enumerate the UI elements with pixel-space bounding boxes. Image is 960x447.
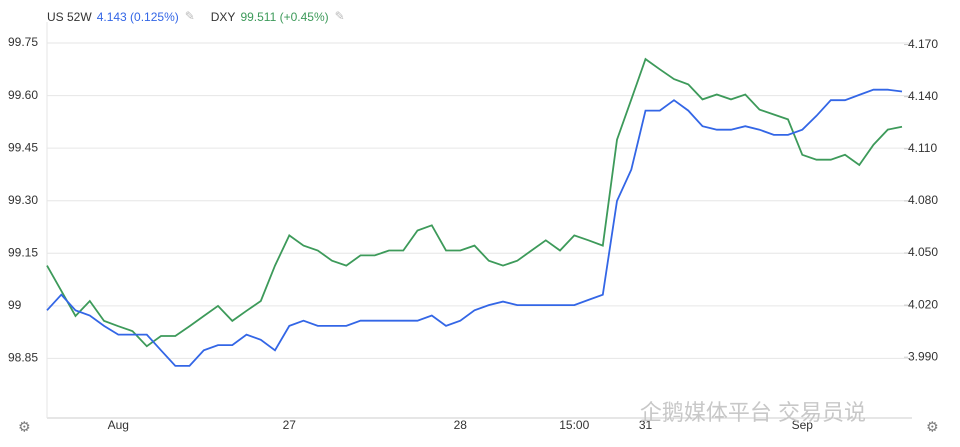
y-tick-label: 99.60	[8, 88, 38, 102]
x-tick-label: 28	[454, 418, 468, 432]
x-tick-label: 27	[283, 418, 297, 432]
y2-tick-label: 4.140	[908, 89, 938, 103]
plot: 99.75 99.60 99.45 99.30 99.15 99 98.85 4.170 4.1…	[8, 9, 938, 432]
x-tick-label: Sep	[792, 418, 814, 432]
y-tick-label: 99	[8, 298, 22, 312]
y2-tick-label: 4.110	[908, 141, 937, 155]
y-tick-label: 98.85	[8, 351, 38, 365]
y2-tick-label: 4.050	[908, 245, 938, 259]
watermark: 企鹅媒体平台 交易员说	[640, 400, 866, 425]
y2-tick-label: 4.020	[908, 297, 938, 311]
legend-name: US 52W	[47, 10, 92, 24]
legend-value: 4.143 (0.125%)	[97, 10, 179, 24]
legend-item[interactable]: US 52W 4.143 (0.125%) ✎	[47, 9, 195, 24]
series-line	[46, 57, 903, 348]
edit-icon[interactable]: ✎	[185, 9, 195, 23]
settings-icon[interactable]: ⚙	[926, 419, 939, 435]
y-tick-label: 99.30	[8, 193, 38, 207]
legend-name: DXY	[211, 10, 236, 24]
y-tick-label: 99.45	[8, 140, 38, 154]
legend-value: 99.511 (+0.45%)	[240, 10, 328, 24]
y2-tick-label: 3.990	[908, 349, 938, 363]
series-line	[46, 88, 903, 367]
y-tick-label: 99.75	[8, 35, 38, 49]
y2-tick-label: 4.170	[908, 37, 938, 51]
x-tick-label: 15:00	[559, 418, 589, 432]
y-tick-label: 99.15	[8, 245, 38, 259]
edit-icon[interactable]: ✎	[335, 9, 345, 23]
x-tick-label: 31	[639, 418, 653, 432]
x-tick-label: Aug	[108, 418, 129, 432]
settings-icon[interactable]: ⚙	[18, 419, 31, 435]
y2-tick-label: 4.080	[908, 193, 938, 207]
legend-item[interactable]: DXY 99.511 (+0.45%) ✎	[211, 9, 345, 24]
